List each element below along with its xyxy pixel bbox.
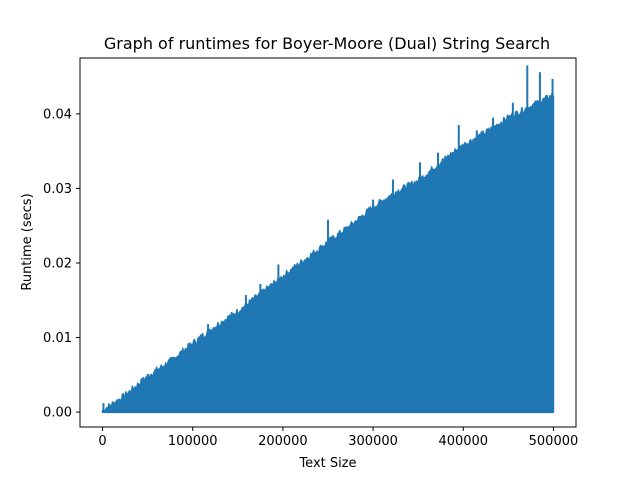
series-runtime-area: [101, 93, 555, 413]
x-tick-label: 200000: [258, 434, 308, 449]
x-axis-title: Text Size: [298, 456, 356, 471]
y-tick-label: 0.00: [43, 406, 72, 421]
plot-frame: [79, 57, 577, 428]
y-tick-label: 0.03: [43, 182, 72, 197]
plot-area: [101, 65, 555, 414]
y-axis-title: Runtime (secs): [20, 193, 35, 290]
y-axis: 0.00 0.01 0.02 0.03 0.04: [43, 107, 80, 421]
x-tick-label: 400000: [438, 434, 488, 449]
y-tick-label: 0.02: [43, 257, 72, 272]
x-tick-label: 0: [98, 434, 106, 449]
x-axis: 0 100000 200000 300000 400000 500000: [98, 427, 578, 449]
x-tick-label: 500000: [529, 434, 579, 449]
y-tick-label: 0.01: [43, 331, 72, 346]
x-tick-label: 300000: [348, 434, 398, 449]
x-tick-label: 100000: [168, 434, 218, 449]
y-tick-label: 0.04: [43, 107, 72, 122]
chart-title: Graph of runtimes for Boyer-Moore (Dual)…: [104, 34, 550, 53]
